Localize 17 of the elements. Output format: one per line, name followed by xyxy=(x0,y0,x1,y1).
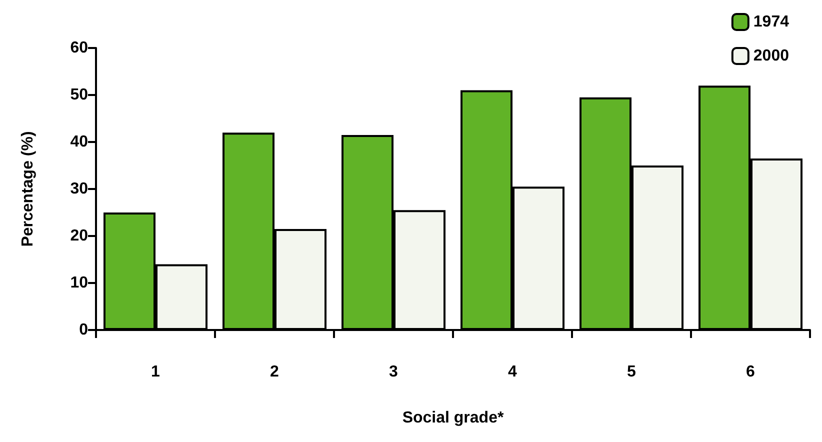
y-tick-label: 20 xyxy=(70,228,88,244)
x-tick-label: 5 xyxy=(627,364,636,380)
y-tick-label: 60 xyxy=(70,40,88,56)
x-tick-label: 1 xyxy=(151,364,160,380)
y-tick-label: 50 xyxy=(70,86,88,104)
legend-label: 2000 xyxy=(753,48,790,64)
y-axis-title: Percentage (%) xyxy=(20,131,36,247)
y-tick-label: 0 xyxy=(79,322,88,338)
y-tick-label: 30 xyxy=(70,180,88,198)
x-tick-label: 2 xyxy=(270,364,280,380)
y-tick-label: 40 xyxy=(70,134,88,150)
legend-label: 1974 xyxy=(753,14,790,30)
y-tick-label: 10 xyxy=(70,274,88,292)
x-tick-label: 4 xyxy=(508,364,518,380)
x-axis-title: Social grade* xyxy=(402,410,504,426)
x-tick-label: 3 xyxy=(389,364,398,380)
x-tick-label: 6 xyxy=(746,364,756,380)
